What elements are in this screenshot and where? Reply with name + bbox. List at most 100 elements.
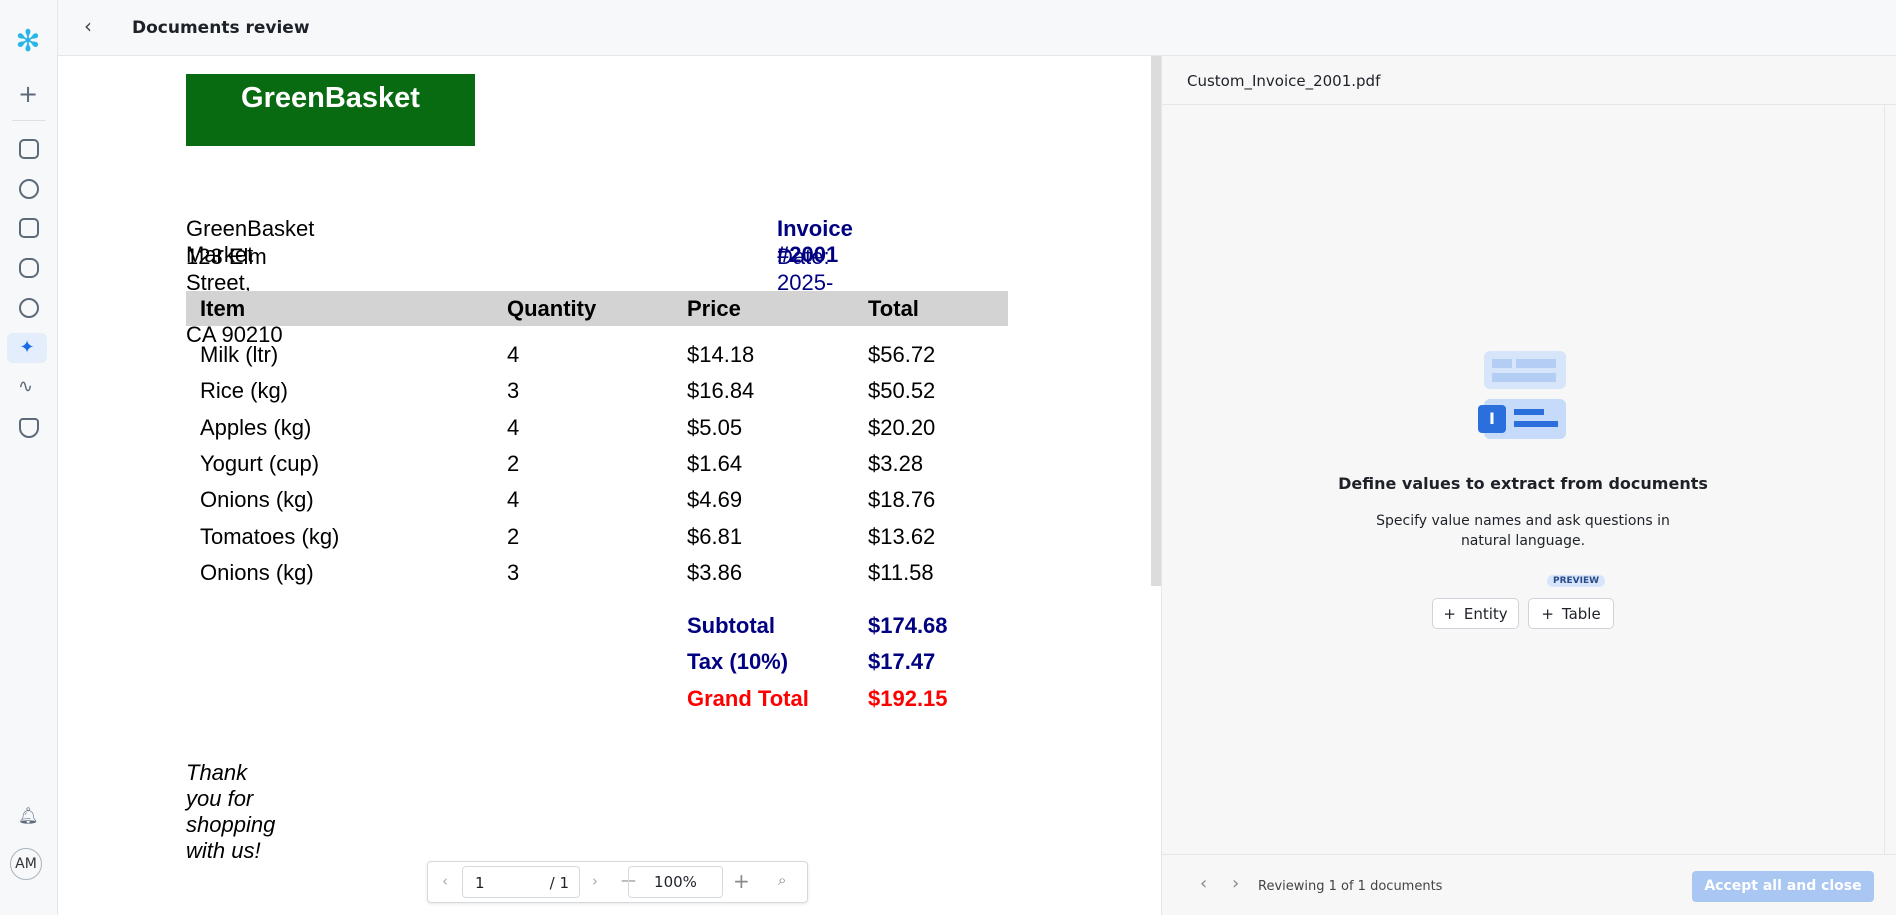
column-header: Price <box>687 296 741 321</box>
search-icon[interactable] <box>19 179 39 199</box>
prev-doc[interactable]: ‹ <box>1200 873 1208 894</box>
cell: $6.81 <box>687 523 743 549</box>
next-doc[interactable]: › <box>1232 873 1240 894</box>
total-row: Subtotal $174.68 <box>186 613 1008 649</box>
cell: 3 <box>507 559 520 585</box>
button-label: Entity <box>1463 604 1508 623</box>
total-cell: $192.15 <box>868 685 948 711</box>
cell: $16.84 <box>687 378 755 404</box>
prev-page[interactable]: ‹ <box>442 872 448 890</box>
table-row: Onions (kg) 3 $3.86 $11.58 <box>186 560 1008 596</box>
cell: Milk (ltr) <box>200 342 279 367</box>
zoom-in[interactable]: + <box>733 869 750 893</box>
panel-header: Custom_Invoice_2001.pdf <box>1162 56 1896 105</box>
sidebar: ✻ + ✦ ∿ 🔔︎ AM <box>0 0 58 915</box>
seller-name: GreenBasket Market <box>186 216 315 267</box>
cell: $20.20 <box>868 414 936 440</box>
cell: $18.76 <box>868 487 936 513</box>
back-button[interactable]: ‹ <box>84 14 92 38</box>
table-row: Rice (kg) 3 $16.84 $50.52 <box>186 378 1008 414</box>
panel-footer: ‹ › Reviewing 1 of 1 documents Accept al… <box>1162 854 1896 915</box>
total-cell: $174.68 <box>868 613 948 638</box>
page-count: / 1 <box>549 874 569 892</box>
search-doc[interactable]: ⌕ <box>778 871 787 889</box>
avatar[interactable]: AM <box>10 848 42 880</box>
cell: $14.18 <box>687 342 755 367</box>
admin-icon[interactable] <box>19 418 39 438</box>
scrollbar[interactable] <box>1151 56 1161 586</box>
cell: $5.05 <box>687 414 743 440</box>
empty-title: Define values to extract from documents <box>1338 474 1708 493</box>
total-cell: $17.47 <box>868 649 936 675</box>
total-row: Grand Total $192.15 <box>186 686 1008 722</box>
cell: Tomatoes (kg) <box>200 523 340 549</box>
preview-badge: PREVIEW <box>1547 575 1606 587</box>
cell: $1.64 <box>687 450 743 476</box>
next-page[interactable]: › <box>592 872 598 890</box>
notifications-icon[interactable]: 🔔︎ <box>18 806 39 825</box>
review-status: Reviewing 1 of 1 documents <box>1258 879 1443 894</box>
button-label: Table <box>1561 604 1601 623</box>
table-row: Onions (kg) 4 $4.69 $18.76 <box>186 487 1008 523</box>
total-cell: Tax (10%) <box>687 649 789 675</box>
logo-box: GreenBasket <box>186 74 475 146</box>
cell: Rice (kg) <box>200 378 289 404</box>
home-icon[interactable] <box>19 139 39 159</box>
page-number: 1 <box>475 874 485 892</box>
entity-button[interactable]: + Entity <box>1432 598 1519 629</box>
cell: $4.69 <box>687 487 743 513</box>
accept-button[interactable]: Accept all and close <box>1692 871 1874 902</box>
cell: Apples (kg) <box>200 414 312 440</box>
worksheet-icon[interactable] <box>19 218 39 238</box>
table-row: Milk (ltr) 4 $14.18 $56.72 <box>186 342 1008 378</box>
cell: Onions (kg) <box>200 559 314 585</box>
cell: 4 <box>507 342 520 367</box>
cell: Onions (kg) <box>200 487 314 513</box>
filename: Custom_Invoice_2001.pdf <box>1187 72 1381 90</box>
cell: $50.52 <box>868 378 936 404</box>
ai-icon-active[interactable]: ✦ <box>7 333 47 363</box>
invoice-number: Invoice #2001 <box>777 216 853 267</box>
cell: Yogurt (cup) <box>200 450 320 476</box>
page-title: Documents review <box>132 18 310 38</box>
top-bar: ‹ Documents review <box>58 0 1896 56</box>
cell: 2 <box>507 523 520 549</box>
column-header: Quantity <box>507 296 597 321</box>
divider <box>12 120 46 121</box>
table-button[interactable]: + Table <box>1528 598 1614 629</box>
table-row: Yogurt (cup) 2 $1.64 $3.28 <box>186 451 1008 487</box>
column-header: Total <box>868 296 919 321</box>
empty-text: Specify value names and ask questions in… <box>1376 513 1670 549</box>
total-row: Tax (10%) $17.47 <box>186 649 1008 685</box>
document-viewer <box>58 56 1151 915</box>
table-row: Tomatoes (kg) 2 $6.81 $13.62 <box>186 524 1008 560</box>
zoom-input[interactable]: 100% <box>628 866 723 898</box>
review-panel: Custom_Invoice_2001.pdf I Define values … <box>1161 56 1896 915</box>
column-header: Item <box>200 296 246 321</box>
add-icon[interactable]: + <box>18 80 39 108</box>
empty-illustration: I <box>1478 351 1566 441</box>
cell: $13.62 <box>868 523 936 549</box>
data-icon[interactable] <box>19 258 39 278</box>
table-header-bg <box>186 291 1008 326</box>
table-header: Item Quantity Price Total <box>186 296 1008 332</box>
cloud-icon[interactable] <box>19 298 39 318</box>
total-cell: Subtotal <box>687 613 775 638</box>
cell: $3.28 <box>868 450 924 476</box>
total-cell: Grand Total <box>687 685 809 711</box>
cell: 3 <box>507 378 520 404</box>
panel-edge <box>1884 105 1885 854</box>
page-input[interactable]: 1 / 1 <box>462 866 580 898</box>
cell: 2 <box>507 450 520 476</box>
cell: $11.58 <box>868 559 934 585</box>
cell: $56.72 <box>868 342 936 367</box>
viewer-toolbar: ‹ 1 / 1 › — <box>427 861 808 903</box>
cell: 4 <box>507 414 520 440</box>
thank-you: Thank you for shopping with us! <box>186 760 276 863</box>
table-row: Apples (kg) 4 $5.05 $20.20 <box>186 415 1008 451</box>
cell: 4 <box>507 487 520 513</box>
activity-icon[interactable]: ∿ <box>18 376 34 397</box>
cell: $3.86 <box>687 559 743 585</box>
